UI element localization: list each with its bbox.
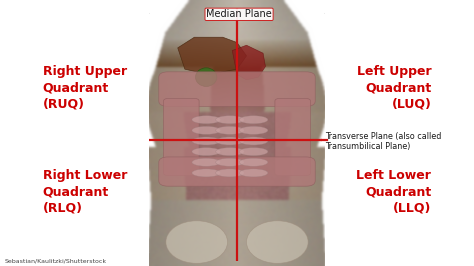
Polygon shape bbox=[178, 37, 246, 74]
Ellipse shape bbox=[216, 116, 244, 124]
Ellipse shape bbox=[239, 126, 268, 134]
Ellipse shape bbox=[239, 158, 268, 166]
Ellipse shape bbox=[192, 116, 220, 124]
Text: Median Plane: Median Plane bbox=[206, 9, 272, 19]
FancyBboxPatch shape bbox=[159, 72, 315, 106]
Ellipse shape bbox=[192, 126, 220, 134]
FancyBboxPatch shape bbox=[275, 98, 310, 176]
Ellipse shape bbox=[192, 169, 220, 177]
Ellipse shape bbox=[192, 158, 220, 166]
Ellipse shape bbox=[216, 137, 244, 145]
Bar bbox=[0, 0, 149, 266]
Ellipse shape bbox=[216, 158, 244, 166]
Text: Sebastian/Kaulitzki/Shutterstock: Sebastian/Kaulitzki/Shutterstock bbox=[5, 258, 107, 263]
Polygon shape bbox=[232, 45, 265, 80]
Ellipse shape bbox=[246, 221, 308, 263]
Ellipse shape bbox=[195, 68, 217, 86]
Ellipse shape bbox=[166, 221, 228, 263]
Ellipse shape bbox=[239, 137, 268, 145]
Ellipse shape bbox=[239, 148, 268, 156]
Ellipse shape bbox=[239, 169, 268, 177]
Text: Left Lower
Quadrant
(LLQ): Left Lower Quadrant (LLQ) bbox=[356, 169, 431, 214]
Text: Left Upper
Quadrant
(LUQ): Left Upper Quadrant (LUQ) bbox=[357, 65, 431, 110]
Text: Right Lower
Quadrant
(RLQ): Right Lower Quadrant (RLQ) bbox=[43, 169, 127, 214]
FancyBboxPatch shape bbox=[159, 157, 315, 186]
Text: Right Upper
Quadrant
(RUQ): Right Upper Quadrant (RUQ) bbox=[43, 65, 127, 110]
FancyBboxPatch shape bbox=[164, 98, 199, 176]
Text: Transverse Plane (also called
Transumbilical Plane): Transverse Plane (also called Transumbil… bbox=[325, 132, 441, 151]
Bar bbox=[325, 0, 474, 266]
Ellipse shape bbox=[216, 148, 244, 156]
Ellipse shape bbox=[216, 126, 244, 134]
Ellipse shape bbox=[192, 148, 220, 156]
Ellipse shape bbox=[192, 137, 220, 145]
Ellipse shape bbox=[216, 169, 244, 177]
Ellipse shape bbox=[239, 116, 268, 124]
